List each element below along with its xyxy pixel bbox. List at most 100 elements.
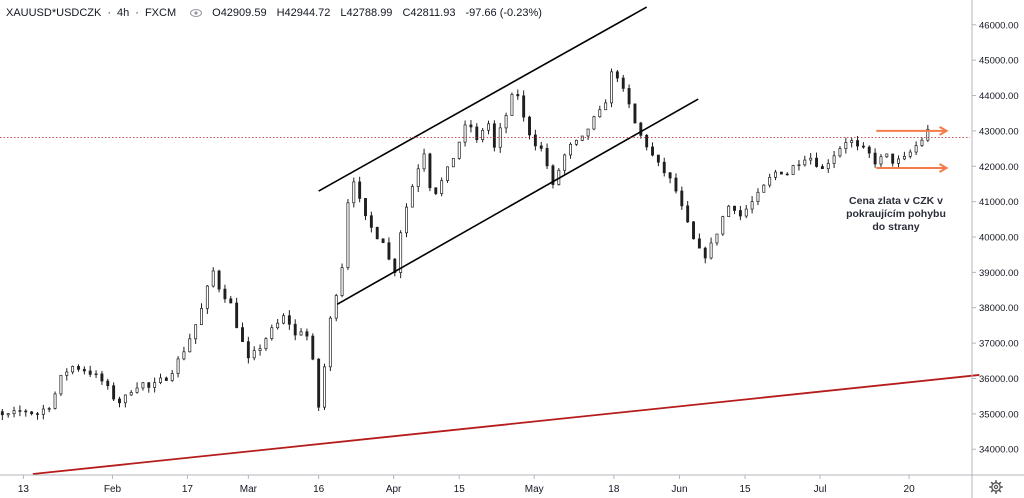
candle	[229, 296, 233, 304]
y-tick-label: 38000.00	[979, 303, 1019, 314]
x-axis-ticks: 13 Feb 17 Mar 16 Apr 15 May 18 Jun 15 Jul 20	[18, 475, 915, 495]
channel-upper[interactable]	[318, 6, 648, 192]
candle	[762, 184, 766, 193]
candle	[610, 68, 613, 108]
candle	[346, 199, 350, 271]
candle	[604, 99, 608, 111]
candle	[539, 141, 543, 152]
candle	[451, 158, 455, 168]
candle	[563, 153, 567, 176]
candle	[364, 198, 367, 221]
candle	[592, 115, 596, 131]
candle	[200, 303, 203, 325]
separator: ·	[107, 7, 112, 19]
channel-lower[interactable]	[336, 98, 699, 305]
candle	[440, 177, 444, 197]
candle	[697, 233, 701, 249]
y-tick-label: 37000.00	[979, 339, 1019, 350]
candle	[785, 172, 789, 176]
candle	[317, 358, 321, 411]
close-value: 42811.93	[410, 7, 456, 19]
candle	[574, 139, 578, 147]
candle	[879, 154, 883, 169]
x-tick-label: 13	[18, 484, 30, 495]
y-tick-label: 46000.00	[979, 20, 1019, 31]
candle	[668, 172, 672, 184]
symbol-label[interactable]: XAUUSD*USDCZK	[6, 7, 102, 19]
x-tick-label: 18	[608, 484, 620, 495]
candle	[475, 123, 479, 143]
eye-icon[interactable]	[190, 7, 203, 19]
candle	[159, 373, 162, 385]
chart-legend-header: XAUUSD*USDCZK · 4h · FXCM O42909.59 H429…	[6, 7, 542, 19]
exchange-label: FXCM	[144, 7, 177, 19]
candle	[293, 319, 297, 341]
candle	[908, 149, 912, 159]
candle	[258, 344, 262, 356]
candle	[727, 204, 731, 217]
candle	[457, 141, 461, 160]
candle	[252, 346, 256, 361]
candle	[311, 333, 315, 361]
candle	[797, 160, 801, 171]
candle	[434, 187, 438, 196]
change-value: -97.66 (-0.23%)	[465, 7, 542, 19]
candle	[399, 230, 403, 279]
close-label: C	[402, 7, 411, 19]
candle	[369, 211, 373, 233]
candle	[123, 394, 127, 408]
candle	[153, 377, 157, 393]
candle	[639, 121, 643, 139]
candle	[194, 324, 198, 344]
candle	[188, 333, 192, 353]
trendlines	[32, 6, 980, 475]
separator: ·	[135, 7, 139, 19]
x-tick-label: 20	[904, 484, 916, 495]
candle	[533, 129, 537, 151]
candle	[299, 328, 303, 336]
candle	[47, 406, 51, 413]
candle	[803, 155, 807, 167]
candle	[551, 164, 555, 189]
candle	[791, 164, 795, 175]
candle	[182, 346, 186, 361]
x-tick-label: May	[525, 484, 544, 495]
candle	[692, 221, 695, 240]
candle	[428, 152, 432, 192]
candle	[516, 89, 520, 100]
candle	[744, 205, 748, 219]
candle	[217, 269, 221, 293]
candle	[129, 390, 133, 396]
candle	[569, 142, 572, 159]
candle	[703, 246, 707, 264]
candle	[510, 92, 514, 116]
candle	[112, 382, 116, 401]
open-value: 42909.59	[220, 7, 267, 19]
open-label: O	[212, 7, 221, 19]
candle	[77, 364, 80, 372]
candle	[914, 141, 918, 155]
annotation-line: do strany	[872, 221, 920, 233]
y-tick-label: 45000.00	[979, 56, 1019, 67]
x-tick-label: Mar	[240, 484, 258, 495]
gear-icon[interactable]	[989, 480, 1003, 494]
candle	[235, 297, 239, 329]
candle	[170, 370, 174, 382]
interval-label[interactable]: 4h	[117, 7, 130, 19]
candle	[580, 135, 584, 142]
candle	[832, 150, 836, 169]
low-label: L	[340, 7, 347, 19]
candle	[59, 374, 63, 396]
candle	[861, 142, 865, 149]
x-tick-label: Jul	[814, 484, 827, 495]
candle	[276, 319, 280, 330]
support-long[interactable]	[32, 374, 980, 475]
y-tick-label: 36000.00	[979, 374, 1019, 385]
candle	[656, 154, 660, 167]
candle	[352, 177, 356, 208]
candle	[118, 396, 121, 408]
x-tick-label: Feb	[104, 484, 122, 495]
candle	[305, 328, 309, 341]
annotation-line: pokraujícím pohybu	[846, 208, 946, 220]
